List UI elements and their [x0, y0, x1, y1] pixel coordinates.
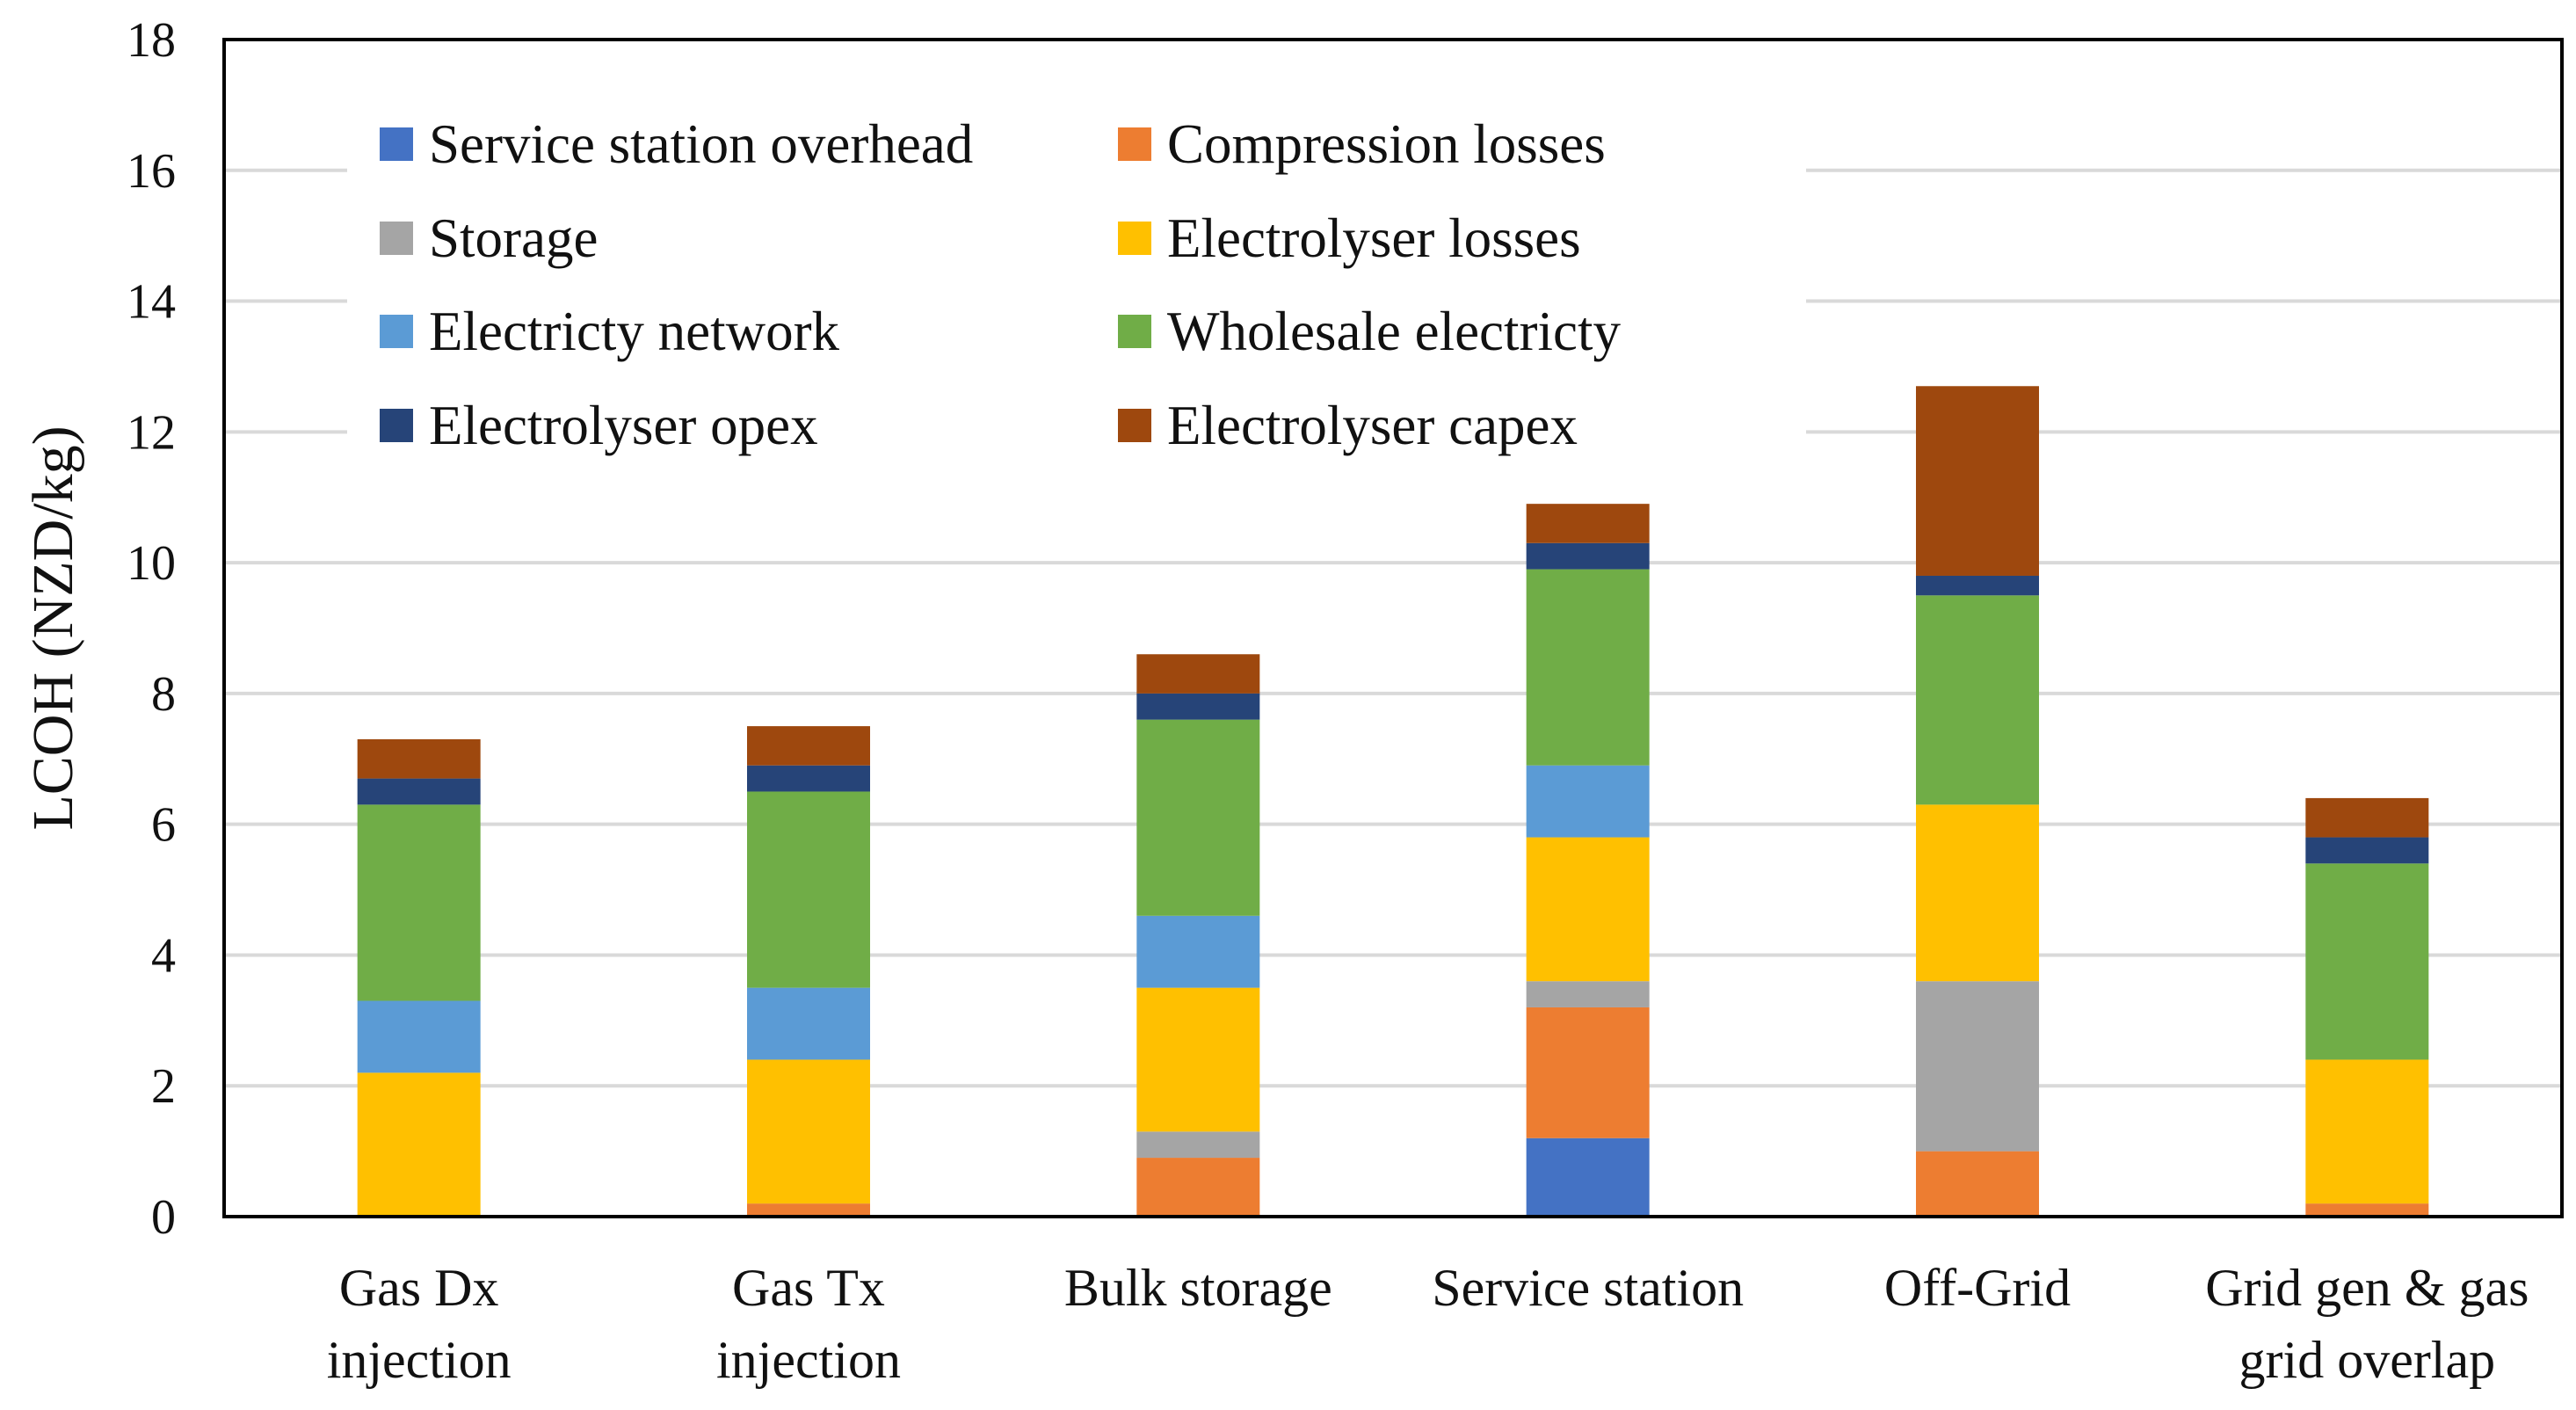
legend-swatch	[1118, 222, 1151, 255]
bar-segment	[1916, 804, 2039, 982]
bar-segment	[1136, 1158, 1260, 1217]
bar-segment	[1916, 1151, 2039, 1217]
legend: Service station overhead Compression loss…	[380, 113, 1621, 456]
bar-segment	[747, 791, 870, 988]
bar-segment	[1526, 504, 1650, 543]
bar-segment	[1916, 981, 2039, 1152]
x-category-label: grid overlap	[2239, 1331, 2496, 1389]
bar-segment	[1916, 595, 2039, 805]
bar-segment	[2305, 1203, 2429, 1217]
x-category-label: Off-Grid	[1884, 1259, 2071, 1317]
bar-segment	[2305, 1059, 2429, 1204]
bar-segment	[1526, 1007, 1650, 1138]
x-category-label: injection	[716, 1331, 901, 1389]
legend-swatch	[1118, 127, 1151, 161]
bar-segment	[1526, 981, 1650, 1007]
legend-label: Electricty network	[429, 301, 840, 362]
bar-segment	[357, 1072, 481, 1217]
x-category-label: Bulk storage	[1064, 1259, 1332, 1317]
bar-segment	[1136, 987, 1260, 1132]
legend-label: Wholesale electricty	[1167, 301, 1621, 362]
x-category-label: Gas Dx	[339, 1259, 499, 1317]
x-category-label: Gas Tx	[732, 1259, 885, 1317]
bar-segment	[1136, 719, 1260, 916]
bar-segment	[747, 1059, 870, 1204]
bar-segment	[2305, 797, 2429, 838]
bar-segment	[1526, 1137, 1650, 1217]
legend-swatch	[1118, 409, 1151, 442]
y-tick-label: 6	[151, 798, 176, 853]
y-axis-tick-labels: 0 2 4 6 8 10 12 14 16 18	[127, 13, 176, 1245]
legend-background	[347, 105, 1806, 475]
plot-area-border	[222, 38, 2564, 1218]
x-axis-category-labels: Gas Dx injection Gas Tx injection Bulk stora…	[327, 1259, 2529, 1389]
legend-label: Storage	[429, 207, 598, 269]
bar-segment	[1136, 693, 1260, 720]
bar-segment	[1526, 542, 1650, 570]
x-category-label: injection	[327, 1331, 512, 1389]
bar-segment	[1916, 386, 2039, 576]
y-tick-label: 14	[127, 275, 176, 330]
legend-label: Electrolyser opex	[429, 395, 818, 456]
legend-label: Compression losses	[1167, 113, 1606, 175]
bar-segment	[357, 804, 481, 1001]
bar-segment	[2305, 837, 2429, 864]
y-tick-label: 2	[151, 1059, 176, 1114]
bar-segment	[1526, 837, 1650, 982]
bar-segment	[747, 1203, 870, 1217]
legend-label: Service station overhead	[429, 113, 973, 175]
bar-segment	[1916, 575, 2039, 596]
y-tick-label: 16	[127, 144, 176, 199]
x-category-label: Grid gen & gas	[2205, 1259, 2529, 1317]
y-tick-label: 10	[127, 536, 176, 591]
y-axis-title: LCOH (NZD/kg)	[21, 425, 85, 830]
bar-segment	[1136, 654, 1260, 694]
bar-segment	[357, 738, 481, 779]
bar-segment	[1136, 915, 1260, 988]
legend-label: Electrolyser capex	[1167, 395, 1578, 456]
bar-stacks	[357, 386, 2429, 1217]
bar-segment	[1136, 1131, 1260, 1159]
legend-swatch	[1118, 315, 1151, 348]
y-tick-label: 0	[151, 1190, 176, 1245]
legend-swatch	[380, 409, 413, 442]
bar-segment	[1526, 765, 1650, 838]
legend-label: Electrolyser losses	[1167, 207, 1581, 269]
legend-swatch	[380, 222, 413, 255]
y-tick-label: 8	[151, 667, 176, 722]
y-tick-label: 4	[151, 928, 176, 983]
bar-segment	[2305, 863, 2429, 1060]
bar-segment	[747, 987, 870, 1060]
y-tick-label: 12	[127, 405, 176, 460]
bar-segment	[357, 1000, 481, 1073]
y-tick-label: 18	[127, 13, 176, 68]
legend-swatch	[380, 127, 413, 161]
x-category-label: Service station	[1432, 1259, 1744, 1317]
bar-segment	[747, 726, 870, 766]
bar-segment	[357, 778, 481, 805]
bar-segment	[747, 765, 870, 792]
legend-swatch	[380, 315, 413, 348]
bar-segment	[1526, 569, 1650, 766]
